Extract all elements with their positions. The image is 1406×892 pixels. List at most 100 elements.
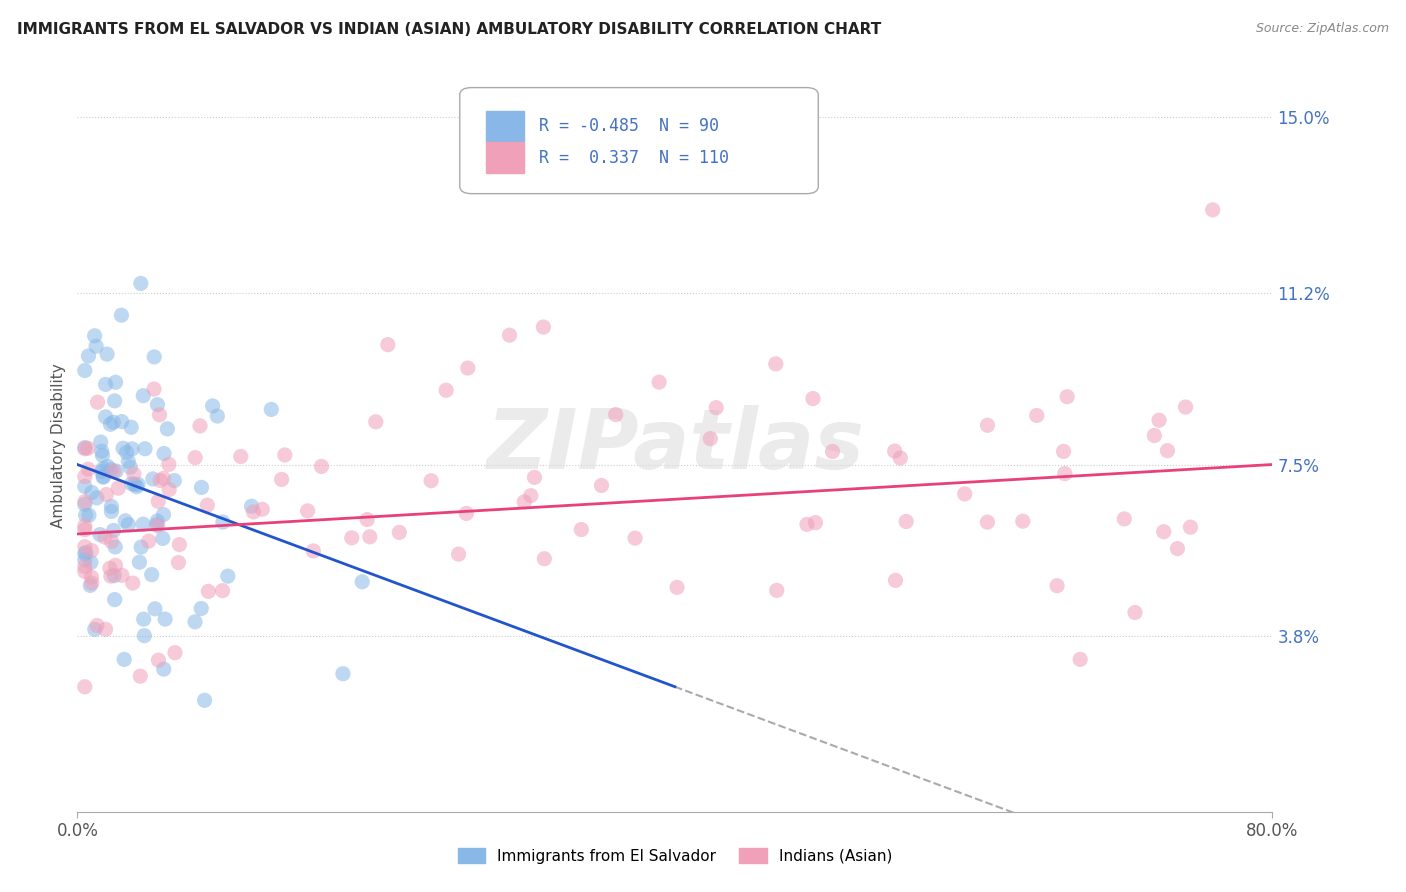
Point <box>201 399 224 413</box>
Point <box>352 574 374 589</box>
Point <box>73 363 96 377</box>
Point <box>76 442 98 456</box>
Point <box>1123 606 1146 620</box>
Point <box>103 568 125 582</box>
Point <box>143 602 166 616</box>
Point <box>523 470 546 484</box>
Point <box>184 615 207 629</box>
Point <box>94 530 117 544</box>
Point <box>138 534 160 549</box>
Point <box>100 504 122 518</box>
Point <box>533 320 555 334</box>
Point <box>80 556 103 570</box>
Point <box>103 464 125 478</box>
Point <box>96 459 118 474</box>
Point <box>134 629 156 643</box>
Point <box>953 487 976 501</box>
Point <box>513 495 536 509</box>
Point <box>73 559 96 574</box>
Point <box>91 448 114 462</box>
Point <box>134 442 156 456</box>
Point <box>79 578 101 592</box>
Point <box>156 422 179 436</box>
Point <box>77 508 100 523</box>
Point <box>73 497 96 511</box>
Point <box>104 558 127 573</box>
Point <box>884 574 907 588</box>
Point <box>377 337 399 351</box>
Point <box>141 567 163 582</box>
Point <box>252 502 274 516</box>
Point <box>163 646 186 660</box>
Point <box>146 398 169 412</box>
Point <box>666 580 689 594</box>
Point <box>1011 514 1033 528</box>
Point <box>94 409 117 424</box>
Legend: Immigrants from El Salvador, Indians (Asian): Immigrants from El Salvador, Indians (As… <box>451 842 898 870</box>
Point <box>75 508 97 523</box>
Point <box>195 498 218 512</box>
Text: R = -0.485  N = 90: R = -0.485 N = 90 <box>538 118 718 136</box>
Point <box>105 464 128 478</box>
Point <box>569 523 592 537</box>
Point <box>1174 400 1197 414</box>
Point <box>100 500 122 514</box>
Point <box>207 409 229 423</box>
Point <box>976 515 998 529</box>
Point <box>167 556 190 570</box>
Text: IMMIGRANTS FROM EL SALVADOR VS INDIAN (ASIAN) AMBULATORY DISABILITY CORRELATION : IMMIGRANTS FROM EL SALVADOR VS INDIAN (A… <box>17 22 882 37</box>
Point <box>91 462 114 476</box>
Point <box>86 618 108 632</box>
Point <box>80 485 103 500</box>
Text: Source: ZipAtlas.com: Source: ZipAtlas.com <box>1256 22 1389 36</box>
Point <box>274 448 297 462</box>
Point <box>163 474 186 488</box>
Point <box>190 601 212 615</box>
Point <box>1180 520 1202 534</box>
Point <box>1147 413 1170 427</box>
Point <box>153 612 176 626</box>
Point <box>100 462 122 476</box>
Point <box>73 469 96 483</box>
Point <box>80 576 103 591</box>
Point <box>498 328 520 343</box>
Point <box>157 483 180 497</box>
Point <box>145 517 167 532</box>
Point <box>121 576 143 591</box>
Point <box>148 408 170 422</box>
Point <box>242 505 264 519</box>
Point <box>129 669 152 683</box>
Point <box>132 389 155 403</box>
Point <box>359 530 381 544</box>
Point <box>356 512 378 526</box>
Point <box>117 454 139 468</box>
Point <box>146 514 169 528</box>
Point <box>100 534 122 549</box>
Point <box>111 415 134 429</box>
Point <box>129 540 152 554</box>
Point <box>152 508 174 522</box>
Point <box>1143 428 1166 442</box>
Point <box>91 470 114 484</box>
Point <box>1046 579 1069 593</box>
Point <box>364 415 387 429</box>
Point <box>704 401 727 415</box>
Point <box>297 504 319 518</box>
Point <box>188 418 211 433</box>
Point <box>83 328 105 343</box>
Point <box>104 540 127 554</box>
Point <box>73 518 96 533</box>
Point <box>152 471 174 485</box>
Point <box>129 277 152 291</box>
Point <box>169 537 191 551</box>
Point <box>1166 541 1188 556</box>
Point <box>1025 409 1047 423</box>
Point <box>121 476 143 491</box>
Point <box>340 531 363 545</box>
Point <box>152 662 174 676</box>
Point <box>190 480 212 494</box>
Point <box>104 376 127 390</box>
Point <box>240 500 263 514</box>
Point <box>229 450 252 464</box>
Point <box>1069 652 1091 666</box>
